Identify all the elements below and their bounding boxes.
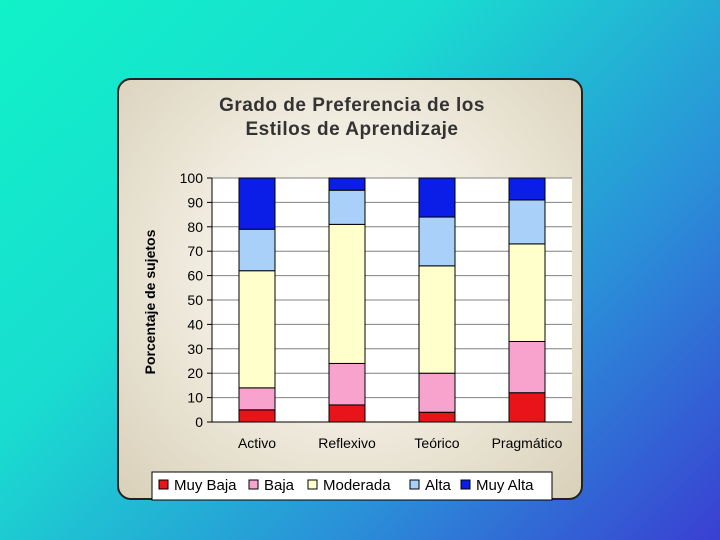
x-tick-label: Pragmático [492, 435, 563, 451]
x-tick-label: Activo [238, 435, 276, 451]
y-tick-label: 50 [187, 292, 203, 308]
bar-segment [508, 340, 546, 394]
legend-label: Alta [425, 477, 452, 494]
legend-label: Baja [264, 477, 295, 494]
legend-label: Muy Alta [476, 477, 534, 494]
bar-segment [238, 409, 276, 423]
y-tick-label: 40 [187, 316, 203, 332]
bar-segment [508, 392, 546, 423]
bar-segment [328, 404, 366, 423]
bar-segment [328, 177, 366, 191]
y-tick-label: 60 [187, 268, 203, 284]
legend [151, 471, 553, 501]
legend-label: Muy Baja [174, 477, 237, 494]
bar-segment [238, 270, 276, 389]
bar-segment [418, 216, 456, 267]
y-tick-label: 30 [187, 341, 203, 357]
y-tick-label: 0 [195, 414, 203, 430]
legend-swatch [460, 479, 471, 490]
y-axis-label: Porcentaje de sujetos [142, 229, 158, 374]
legend-swatch [307, 479, 318, 490]
x-tick-label: Reflexivo [318, 435, 376, 451]
y-tick-label: 100 [180, 170, 204, 186]
bar-segment [328, 223, 366, 364]
bar-segment [418, 177, 456, 218]
x-tick-label: Teórico [414, 435, 459, 451]
bar-segment [508, 243, 546, 342]
bar-segment [238, 177, 276, 230]
legend-swatch [409, 479, 420, 490]
chart-panel: Grado de Preferencia de los Estilos de A… [117, 78, 583, 501]
bar-segment [328, 189, 366, 225]
legend-swatch [248, 479, 259, 490]
y-tick-label: 80 [187, 219, 203, 235]
y-tick-label: 70 [187, 243, 203, 259]
y-tick-label: 20 [187, 365, 203, 381]
bar-segment [328, 362, 366, 406]
bar-segment [418, 411, 456, 423]
chart-title-line-2: Estilos de Aprendizaje [245, 119, 458, 140]
bar-segment [418, 372, 456, 413]
bar-segment [238, 228, 276, 272]
bar-segment [508, 199, 546, 245]
legend-swatch [158, 479, 169, 490]
legend-label: Moderada [323, 477, 391, 494]
chart-title-line-1: Grado de Preferencia de los [219, 95, 485, 116]
bar-segment [418, 265, 456, 374]
chart: Grado de Preferencia de los Estilos de A… [142, 95, 572, 501]
bar-segment [238, 387, 276, 411]
y-tick-label: 90 [187, 194, 203, 210]
bar-segment [508, 177, 546, 201]
y-tick-label: 10 [187, 390, 203, 406]
